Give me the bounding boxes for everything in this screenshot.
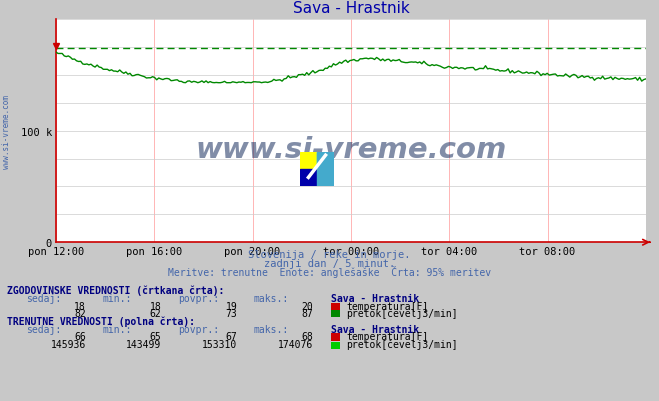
Text: maks.:: maks.:	[254, 294, 289, 304]
Text: temperatura[F]: temperatura[F]	[346, 301, 428, 311]
Text: ZGODOVINSKE VREDNOSTI (črtkana črta):: ZGODOVINSKE VREDNOSTI (črtkana črta):	[7, 285, 224, 296]
Text: 67: 67	[225, 331, 237, 341]
Text: pretok[čevelj3/min]: pretok[čevelj3/min]	[346, 339, 457, 349]
Text: min.:: min.:	[102, 294, 132, 304]
Text: 20: 20	[301, 301, 313, 311]
Text: Sava - Hrastnik: Sava - Hrastnik	[331, 294, 420, 304]
Text: www.si-vreme.com: www.si-vreme.com	[2, 94, 11, 168]
Polygon shape	[317, 152, 334, 186]
Text: zadnji dan / 5 minut.: zadnji dan / 5 minut.	[264, 258, 395, 268]
Text: pretok[čevelj3/min]: pretok[čevelj3/min]	[346, 308, 457, 318]
Text: 174076: 174076	[278, 339, 313, 349]
Text: maks.:: maks.:	[254, 324, 289, 334]
Text: 66: 66	[74, 331, 86, 341]
Text: 62: 62	[150, 308, 161, 318]
Text: 143499: 143499	[127, 339, 161, 349]
Text: 145936: 145936	[51, 339, 86, 349]
Text: povpr.:: povpr.:	[178, 324, 219, 334]
Text: 65: 65	[150, 331, 161, 341]
Text: www.si-vreme.com: www.si-vreme.com	[195, 135, 507, 163]
Text: 87: 87	[301, 308, 313, 318]
Text: temperatura[F]: temperatura[F]	[346, 331, 428, 341]
Text: sedaj:: sedaj:	[26, 324, 61, 334]
Text: TRENUTNE VREDNOSTI (polna črta):: TRENUTNE VREDNOSTI (polna črta):	[7, 316, 194, 326]
Bar	[317, 152, 334, 169]
Text: 153310: 153310	[202, 339, 237, 349]
Text: Meritve: trenutne  Enote: anglešaške  Črta: 95% meritev: Meritve: trenutne Enote: anglešaške Črta…	[168, 265, 491, 277]
Text: Sava - Hrastnik: Sava - Hrastnik	[331, 324, 420, 334]
Text: 18: 18	[150, 301, 161, 311]
Text: 68: 68	[301, 331, 313, 341]
Text: sedaj:: sedaj:	[26, 294, 61, 304]
Text: Slovenija / reke in morje.: Slovenija / reke in morje.	[248, 249, 411, 259]
Bar	[300, 169, 317, 186]
Text: 19: 19	[225, 301, 237, 311]
Text: 18: 18	[74, 301, 86, 311]
Text: 82: 82	[74, 308, 86, 318]
Bar	[300, 152, 317, 169]
Title: Sava - Hrastnik: Sava - Hrastnik	[293, 1, 409, 16]
Text: min.:: min.:	[102, 324, 132, 334]
Text: 73: 73	[225, 308, 237, 318]
Text: povpr.:: povpr.:	[178, 294, 219, 304]
